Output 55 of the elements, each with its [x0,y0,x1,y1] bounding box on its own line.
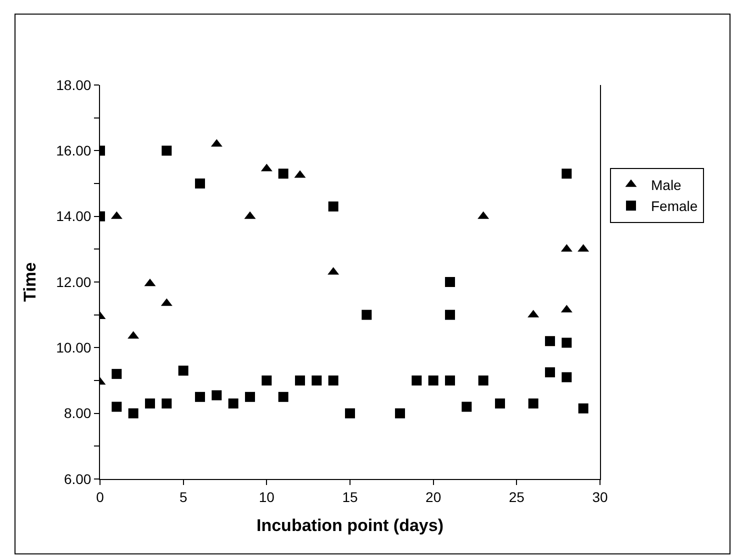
point [228,398,238,408]
y-tick-label: 12.00 [56,274,92,290]
y-tick-label: 16.00 [56,142,92,159]
x-axis-title: Incubation point (days) [256,516,444,536]
point [262,376,272,386]
point [562,338,572,348]
point [528,398,538,408]
point [245,392,255,402]
point [128,408,138,418]
point [478,376,488,386]
point [195,392,205,402]
x-tick-label: 10 [258,488,275,505]
x-tick-label: 15 [342,488,358,505]
point [445,277,455,287]
y-tick-label: 10.00 [56,340,92,356]
point [545,336,555,346]
point [495,398,505,408]
point [345,408,355,418]
y-axis-title: Time [20,262,40,302]
y-tick-label: 18.00 [56,76,92,93]
point [278,168,288,179]
point [328,376,338,386]
point [328,201,338,212]
point [312,376,322,386]
point [562,168,572,179]
x-tick-label: 0 [96,488,104,505]
point [178,366,188,376]
x-tick-label: 25 [508,488,525,505]
point [395,408,405,418]
legend-label: Female [651,198,698,214]
legend-label: Male [651,176,682,193]
x-tick-label: 20 [426,488,442,505]
point [162,398,172,408]
point [412,376,422,386]
point [578,403,588,414]
point [545,367,555,378]
point [112,368,122,379]
y-tick-label: 6.00 [64,470,92,487]
y-tick-label: 14.00 [56,208,92,224]
point [445,376,455,386]
point [445,310,455,320]
point [362,310,372,320]
point [295,376,305,386]
point [562,372,572,382]
point [145,398,155,408]
point [428,376,438,386]
x-tick-label: 30 [592,488,608,505]
point [195,178,205,188]
x-tick-label: 5 [179,488,188,505]
point [278,392,288,402]
point [112,402,122,412]
point [212,390,222,400]
point [462,402,472,412]
y-tick-label: 8.00 [64,405,92,422]
point [162,146,172,156]
